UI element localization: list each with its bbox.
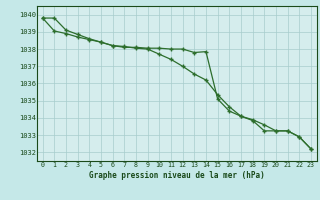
X-axis label: Graphe pression niveau de la mer (hPa): Graphe pression niveau de la mer (hPa) bbox=[89, 171, 265, 180]
